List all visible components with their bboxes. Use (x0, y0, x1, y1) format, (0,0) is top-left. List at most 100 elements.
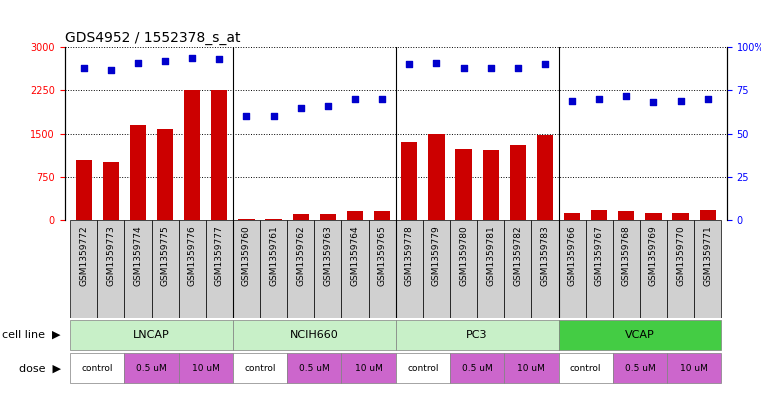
Text: GSM1359776: GSM1359776 (188, 225, 196, 286)
Point (159, 58, 171, 64)
Bar (157, 129, 174, 220)
Bar (401, 142, 418, 220)
Bar (531, 220, 559, 318)
Bar (450, 220, 477, 318)
Text: control: control (244, 364, 275, 373)
Text: GSM1359765: GSM1359765 (377, 225, 387, 286)
Text: dose  ▶: dose ▶ (19, 364, 61, 373)
Text: GSM1359782: GSM1359782 (514, 225, 522, 286)
Text: GSM1359778: GSM1359778 (405, 225, 414, 286)
Point (376, 96, 388, 102)
Text: NCIH660: NCIH660 (290, 330, 339, 340)
Text: control: control (81, 364, 113, 373)
Bar (233, 353, 287, 384)
Point (430, 60, 442, 66)
Bar (368, 220, 396, 318)
Bar (559, 353, 613, 384)
Text: GSM1359779: GSM1359779 (432, 225, 441, 286)
Bar (314, 220, 342, 318)
Bar (667, 353, 721, 384)
Point (403, 61, 416, 68)
Point (240, 113, 253, 119)
Point (349, 96, 361, 102)
Point (78, 65, 90, 71)
Point (186, 54, 199, 61)
Text: GSM1359780: GSM1359780 (459, 225, 468, 286)
Bar (70, 320, 233, 350)
Bar (645, 213, 661, 220)
Bar (613, 220, 640, 318)
Text: GSM1359770: GSM1359770 (676, 225, 685, 286)
Text: GSM1359762: GSM1359762 (296, 225, 305, 286)
Bar (238, 219, 255, 220)
Bar (342, 353, 396, 384)
Point (511, 65, 524, 71)
Bar (266, 219, 282, 220)
Point (539, 61, 551, 68)
Bar (505, 220, 531, 318)
Point (674, 97, 686, 104)
Bar (342, 220, 368, 318)
Text: GSM1359783: GSM1359783 (540, 225, 549, 286)
Bar (233, 320, 396, 350)
Bar (423, 220, 450, 318)
Bar (293, 214, 309, 220)
Point (566, 97, 578, 104)
Text: 10 uM: 10 uM (680, 364, 708, 373)
Bar (482, 150, 498, 220)
Bar (640, 220, 667, 318)
Text: LNCAP: LNCAP (133, 330, 170, 340)
Bar (130, 125, 146, 220)
Point (268, 113, 280, 119)
Text: 10 uM: 10 uM (517, 364, 546, 373)
Bar (374, 211, 390, 220)
Bar (613, 353, 667, 384)
Bar (667, 220, 694, 318)
Text: GSM1359761: GSM1359761 (269, 225, 278, 286)
Bar (151, 220, 179, 318)
Text: GSM1359774: GSM1359774 (133, 225, 142, 286)
Point (593, 96, 605, 102)
Bar (205, 220, 233, 318)
Text: 0.5 uM: 0.5 uM (625, 364, 655, 373)
Bar (124, 220, 151, 318)
Text: GSM1359781: GSM1359781 (486, 225, 495, 286)
Point (132, 60, 144, 66)
Point (702, 96, 714, 102)
Text: GSM1359768: GSM1359768 (622, 225, 631, 286)
Text: 0.5 uM: 0.5 uM (462, 364, 492, 373)
Bar (212, 90, 228, 220)
Point (457, 65, 470, 71)
Bar (559, 220, 586, 318)
Bar (591, 210, 607, 220)
Text: 10 uM: 10 uM (192, 364, 220, 373)
Text: PC3: PC3 (466, 330, 488, 340)
Bar (70, 220, 97, 318)
Point (213, 56, 225, 62)
Bar (179, 220, 205, 318)
Text: GSM1359772: GSM1359772 (79, 225, 88, 286)
Bar (618, 211, 635, 220)
Text: GSM1359767: GSM1359767 (595, 225, 603, 286)
Bar (396, 353, 450, 384)
Bar (70, 353, 124, 384)
Bar (396, 220, 423, 318)
Bar (537, 135, 553, 220)
Bar (103, 162, 119, 220)
Bar (450, 353, 505, 384)
Bar (505, 353, 559, 384)
Bar (673, 213, 689, 220)
Text: 0.5 uM: 0.5 uM (299, 364, 330, 373)
Bar (287, 353, 342, 384)
Text: VCAP: VCAP (625, 330, 654, 340)
Text: GSM1359773: GSM1359773 (107, 225, 116, 286)
Bar (287, 220, 314, 318)
Bar (320, 214, 336, 220)
Point (485, 65, 497, 71)
Bar (477, 220, 505, 318)
Bar (124, 353, 179, 384)
Bar (347, 211, 363, 220)
Bar (179, 353, 233, 384)
Bar (97, 220, 124, 318)
Bar (586, 220, 613, 318)
